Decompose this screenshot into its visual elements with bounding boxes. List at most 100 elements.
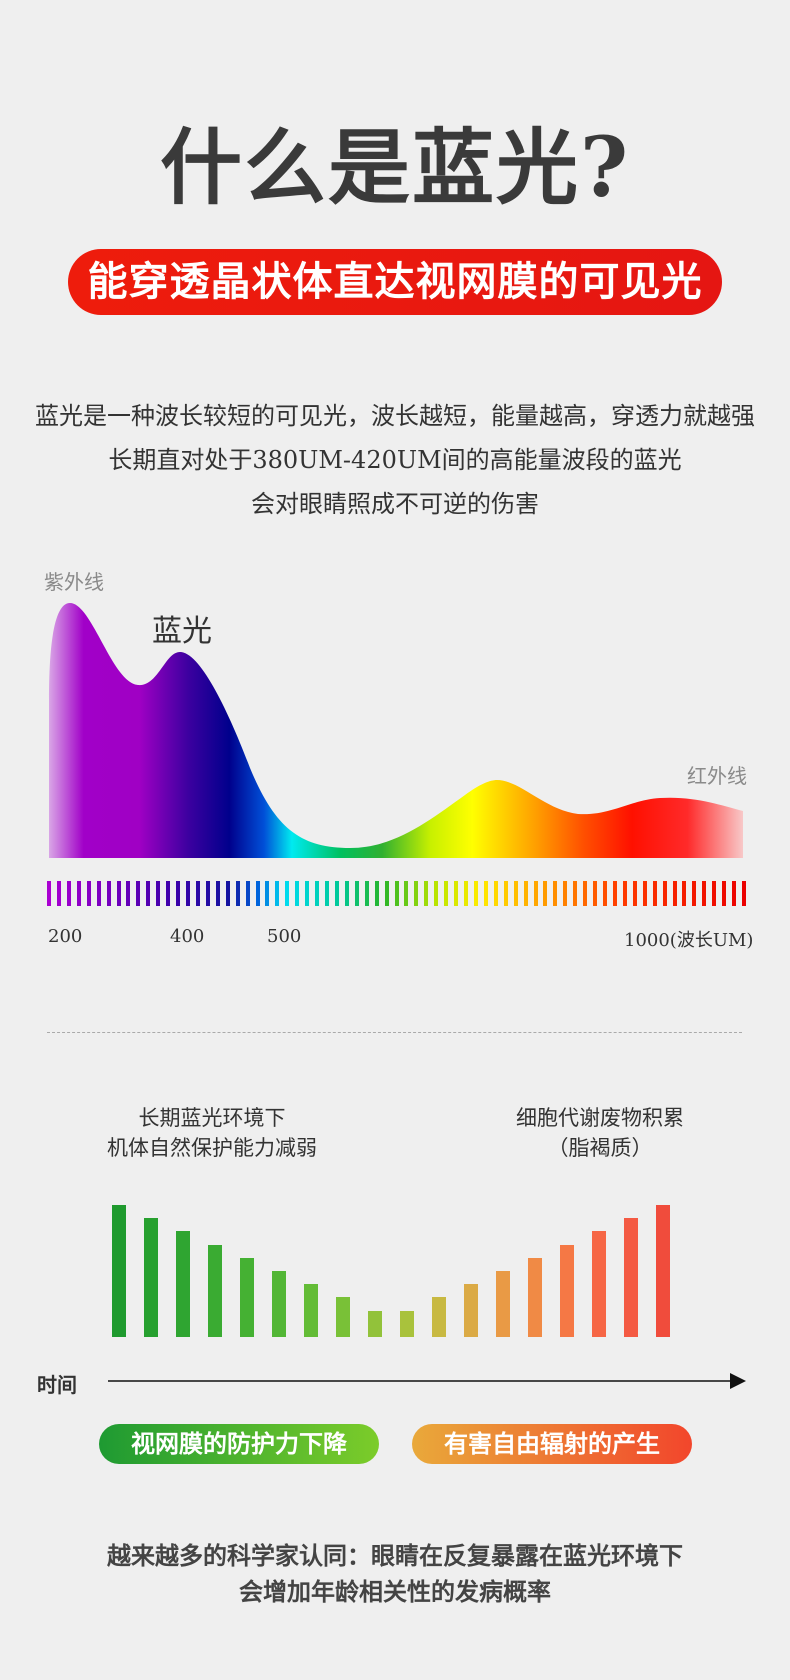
- time-bar: [464, 1284, 478, 1337]
- wavelength-stripe: [404, 881, 409, 906]
- wavelength-stripe: [106, 881, 111, 906]
- wavelength-stripes: [47, 881, 746, 906]
- wavelength-stripe: [424, 881, 429, 906]
- wavelength-stripe: [146, 881, 151, 906]
- time-bar: [112, 1205, 126, 1337]
- wavelength-stripe: [533, 881, 538, 906]
- wavelength-stripe: [186, 881, 190, 906]
- wavelength-stripe: [553, 881, 558, 906]
- wavelength-stripe: [513, 881, 518, 906]
- wavelength-stripe: [136, 881, 141, 906]
- time-bar: [432, 1297, 446, 1337]
- wavelength-stripe: [354, 881, 359, 906]
- description-line-3: 会对眼睛照成不可逆的伤害: [251, 490, 539, 518]
- time-bar: [176, 1231, 190, 1337]
- tick-label-400: 400: [170, 926, 205, 947]
- wavelength-stripe: [225, 881, 230, 906]
- wavelength-stripe: [573, 881, 578, 906]
- time-axis-arrow: [108, 1373, 746, 1389]
- wavelength-stripe: [662, 881, 667, 906]
- wavelength-stripe: [642, 881, 647, 906]
- wavelength-stripe: [384, 881, 389, 906]
- wavelength-stripe: [483, 881, 488, 906]
- free-radical-pill: 有害自由辐射的产生: [412, 1424, 692, 1464]
- wavelength-stripe: [195, 881, 200, 906]
- wavelength-stripe: [86, 881, 91, 906]
- time-axis-label: 时间: [37, 1373, 77, 1397]
- tick-label-200: 200: [48, 926, 83, 947]
- time-bar: [272, 1271, 286, 1337]
- wavelength-stripe: [593, 881, 598, 906]
- wavelength-stripe: [176, 881, 181, 906]
- wavelength-stripe: [235, 881, 240, 906]
- wavelength-stripe: [215, 881, 220, 906]
- wavelength-stripe: [444, 881, 449, 906]
- wavelength-stripe: [325, 881, 329, 906]
- right-caption-line-2: （脂褐质）: [547, 1136, 653, 1160]
- time-bar: [240, 1258, 254, 1337]
- description-line-1: 蓝光是一种波长较短的可见光，波长越短，能量越高，穿透力就越强: [35, 402, 755, 430]
- right-caption: 细胞代谢废物积累 （脂褐质）: [480, 1103, 720, 1163]
- wavelength-stripe: [543, 881, 548, 906]
- tick-label-500: 500: [267, 926, 302, 947]
- wavelength-stripe: [473, 881, 478, 906]
- right-caption-line-1: 细胞代谢废物积累: [516, 1106, 684, 1130]
- time-bar: [144, 1218, 158, 1337]
- time-bar: [528, 1258, 542, 1337]
- blue-light-label: 蓝光: [152, 614, 212, 649]
- wavelength-stripe: [315, 881, 320, 906]
- wavelength-stripe: [732, 881, 737, 906]
- page-title: 什么是蓝光?: [159, 120, 631, 216]
- wavelength-stripe: [275, 881, 280, 906]
- wavelength-stripe: [503, 881, 508, 906]
- wavelength-stripe: [563, 881, 568, 906]
- bottom-text-line-2: 会增加年龄相关性的发病概率: [239, 1577, 551, 1606]
- wavelength-stripe: [583, 881, 588, 906]
- wavelength-stripe: [364, 881, 369, 906]
- time-bars: [112, 1205, 682, 1337]
- wavelength-stripe: [414, 881, 419, 906]
- time-bar: [368, 1311, 382, 1337]
- wavelength-stripe: [265, 881, 270, 906]
- time-bar: [560, 1245, 574, 1337]
- wavelength-stripe: [632, 881, 637, 906]
- wavelength-stripe: [672, 881, 677, 906]
- wavelength-stripe: [96, 881, 101, 906]
- wavelength-stripe: [285, 881, 290, 906]
- wavelength-stripe: [692, 881, 697, 906]
- wavelength-stripe: [622, 881, 627, 906]
- wavelength-stripe: [66, 881, 71, 906]
- wavelength-stripe: [295, 881, 300, 906]
- wavelength-stripe: [523, 881, 528, 906]
- time-bar: [592, 1231, 606, 1337]
- ir-label: 红外线: [687, 764, 747, 788]
- dashed-divider: [47, 1032, 742, 1033]
- wavelength-stripe: [682, 881, 687, 906]
- wavelength-stripe: [434, 881, 439, 906]
- left-caption: 长期蓝光环境下 机体自然保护能力减弱: [92, 1103, 332, 1163]
- left-caption-line-2: 机体自然保护能力减弱: [107, 1136, 317, 1160]
- wavelength-stripe: [255, 881, 260, 906]
- wavelength-stripe: [394, 881, 399, 906]
- wavelength-stripe: [305, 881, 310, 906]
- spectrum-area: [49, 603, 743, 858]
- time-bar: [496, 1271, 510, 1337]
- retina-protection-pill: 视网膜的防护力下降: [99, 1424, 379, 1464]
- time-bar: [336, 1297, 350, 1337]
- bottom-text-line-1: 越来越多的科学家认同：眼睛在反复暴露在蓝光环境下: [107, 1541, 683, 1570]
- time-bar: [304, 1284, 318, 1337]
- tick-label-1000: 1000(波长UM): [624, 930, 754, 951]
- time-bar: [208, 1245, 222, 1337]
- wavelength-stripe: [712, 881, 717, 906]
- wavelength-stripe: [166, 881, 171, 906]
- wavelength-stripe: [742, 881, 746, 906]
- time-bar: [656, 1205, 670, 1337]
- wavelength-stripe: [612, 881, 617, 906]
- wavelength-stripe: [334, 881, 339, 906]
- wavelength-stripe: [245, 881, 250, 906]
- wavelength-stripe: [126, 881, 131, 906]
- wavelength-stripe: [722, 881, 727, 906]
- wavelength-stripe: [454, 881, 459, 906]
- wavelength-stripe: [76, 881, 81, 906]
- wavelength-stripe: [47, 881, 51, 906]
